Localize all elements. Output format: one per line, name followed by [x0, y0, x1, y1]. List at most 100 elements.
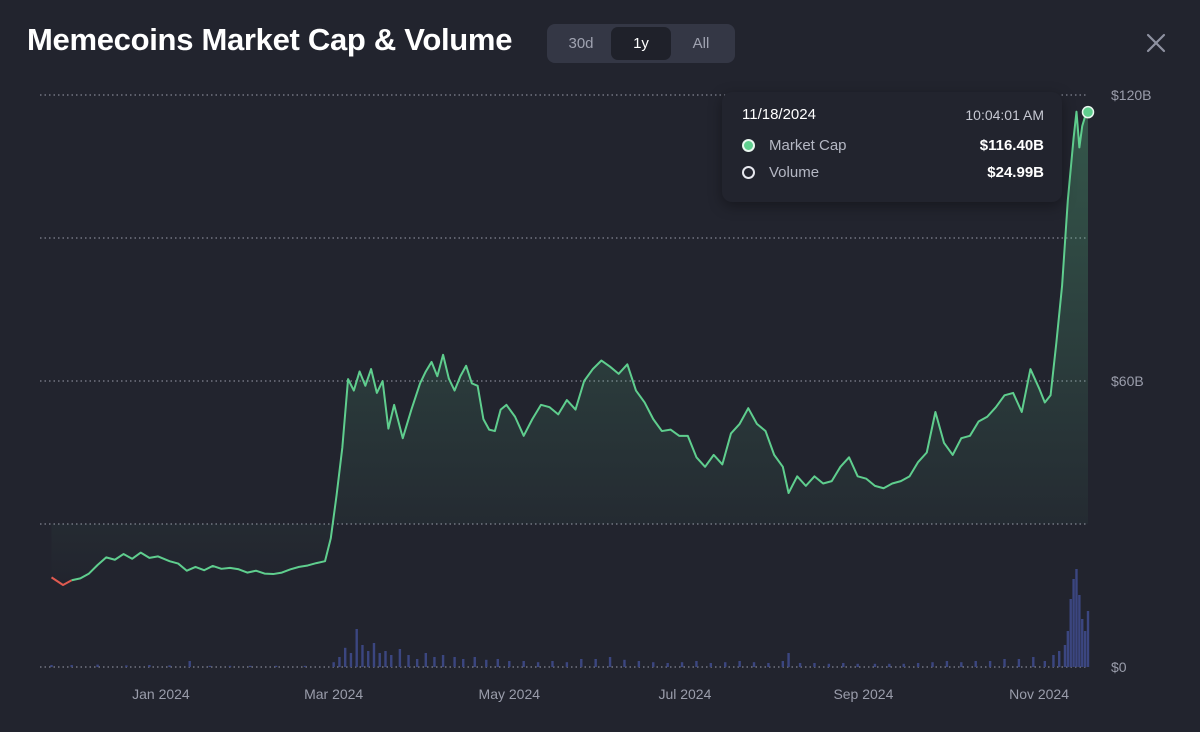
- volume-bar: [485, 659, 488, 667]
- range-all-button[interactable]: All: [692, 35, 710, 52]
- volume-bar: [536, 662, 540, 667]
- y-tick-label: $60B: [1111, 373, 1144, 389]
- volume-bar: [608, 657, 612, 667]
- volume-bar: [637, 661, 641, 667]
- tooltip-market-cap-row: Market Cap $116.40B: [742, 137, 1044, 154]
- market-cap-legend-dot: [742, 139, 755, 152]
- tooltip-volume-value: $24.99B: [987, 164, 1044, 181]
- range-30d-button[interactable]: 30d: [568, 35, 594, 52]
- volume-bar: [1086, 611, 1090, 667]
- volume-bar: [709, 663, 713, 667]
- volume-bar: [208, 665, 212, 667]
- volume-bar: [1075, 569, 1078, 667]
- volume-bar: [1017, 659, 1021, 667]
- tooltip-time: 10:04:01 AM: [965, 106, 1044, 123]
- market-cap-line-down-segment: [50, 576, 73, 587]
- tooltip-volume-label: Volume: [769, 164, 820, 181]
- volume-bar: [473, 657, 476, 667]
- volume-bar: [695, 661, 698, 667]
- volume-bar: [496, 659, 499, 667]
- volume-bar: [398, 649, 402, 667]
- tooltip-market-cap-label: Market Cap: [769, 137, 847, 154]
- volume-bar: [565, 662, 569, 667]
- volume-bar: [580, 659, 583, 667]
- market-cap-area: [51, 111, 1089, 586]
- volume-bar: [680, 662, 684, 667]
- chart-tooltip: 11/18/2024 10:04:01 AM Market Cap $116.4…: [722, 92, 1062, 202]
- y-tick-label: $0: [1111, 659, 1127, 675]
- volume-bar: [338, 657, 341, 667]
- x-tick-label: Nov 2024: [1009, 686, 1069, 702]
- volume-bar: [1072, 579, 1075, 667]
- volume-bar: [873, 663, 877, 667]
- volume-bar: [1032, 657, 1035, 667]
- market-cap-line: [71, 110, 1089, 582]
- volume-bar: [856, 663, 859, 667]
- volume-bar: [433, 657, 436, 667]
- volume-bar: [888, 663, 891, 667]
- volume-bar: [842, 663, 845, 667]
- volume-bar: [916, 663, 920, 667]
- volume-bar: [70, 665, 73, 667]
- volume-bar: [1063, 645, 1067, 667]
- volume-bar: [1043, 661, 1047, 667]
- y-tick-label: $120B: [1111, 87, 1151, 103]
- volume-bar: [522, 661, 525, 667]
- volume-bar: [738, 661, 741, 667]
- volume-bar: [274, 665, 278, 667]
- volume-bar: [752, 662, 756, 667]
- volume-bar: [248, 665, 252, 667]
- volume-bar: [424, 653, 428, 667]
- volume-bar: [1078, 595, 1081, 667]
- volume-bar: [1083, 631, 1087, 667]
- volume-bar: [415, 659, 419, 667]
- volume-bar: [441, 655, 445, 667]
- x-tick-label: May 2024: [479, 686, 541, 702]
- volume-bar: [798, 663, 802, 667]
- volume-bar: [303, 665, 307, 667]
- close-button[interactable]: [1143, 30, 1169, 56]
- volume-bar: [453, 657, 456, 667]
- volume-bar: [372, 643, 376, 667]
- volume-bar: [188, 661, 191, 667]
- volume-bar: [724, 662, 727, 667]
- volume-bar: [349, 653, 353, 667]
- tooltip-volume-row: Volume $24.99B: [742, 164, 1044, 181]
- range-1y-button[interactable]: 1y: [611, 27, 671, 60]
- volume-bar: [508, 661, 511, 667]
- volume-bar: [148, 665, 151, 667]
- close-icon: [1146, 33, 1166, 53]
- volume-bar: [361, 645, 364, 667]
- volume-bar: [125, 665, 128, 667]
- time-range-selector: 30d 1y All: [547, 24, 735, 63]
- volume-bar: [96, 664, 99, 667]
- x-tick-label: Sep 2024: [833, 686, 893, 702]
- volume-bar: [623, 659, 626, 667]
- volume-bar: [551, 661, 554, 667]
- page-title: Memecoins Market Cap & Volume: [27, 22, 513, 57]
- volume-bar: [384, 651, 387, 667]
- volume-legend-dot: [742, 166, 755, 179]
- volume-bar: [390, 655, 393, 667]
- volume-bar: [1052, 655, 1055, 667]
- volume-bar: [988, 661, 992, 667]
- volume-bar: [827, 663, 831, 667]
- volume-bar: [945, 661, 949, 667]
- volume-bar: [1003, 659, 1006, 667]
- volume-bar: [407, 655, 410, 667]
- volume-bar: [1081, 619, 1084, 667]
- x-tick-label: Jan 2024: [132, 686, 190, 702]
- volume-bar: [228, 665, 232, 667]
- volume-bar: [813, 663, 816, 667]
- volume-bar: [960, 662, 963, 667]
- volume-bar: [1066, 631, 1070, 667]
- volume-bar: [902, 663, 905, 667]
- volume-bar: [931, 662, 934, 667]
- volume-bar: [652, 662, 655, 667]
- volume-bar: [343, 647, 347, 667]
- volume-bar: [378, 653, 381, 667]
- volume-bar: [666, 663, 669, 667]
- volume-bar: [767, 663, 770, 667]
- volume-bar: [781, 661, 785, 667]
- volume-bar: [462, 659, 465, 667]
